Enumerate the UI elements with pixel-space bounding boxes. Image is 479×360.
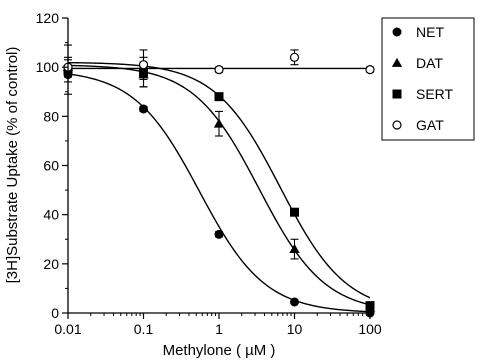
x-axis-title: Methylone ( µM ) [163, 342, 276, 359]
point-dat [289, 243, 300, 253]
x-tick-label: 100 [358, 321, 382, 337]
point-net [214, 229, 224, 239]
y-tick-label: 0 [51, 305, 59, 321]
data-points [62, 44, 376, 318]
legend-marker-dat [391, 57, 403, 67]
fit-curve-net [67, 73, 371, 313]
point-gat [138, 60, 149, 70]
fit-curve-dat [67, 64, 371, 306]
point-dat [213, 118, 225, 128]
y-axis-title: [3H]Substrate Uptake (% of control) [4, 47, 21, 284]
y-tick-label: 80 [43, 108, 59, 124]
legend-marker-gat [392, 120, 402, 130]
legend-box [381, 17, 475, 141]
y-tick-label: 20 [43, 256, 59, 272]
legend-label-sert: SERT [416, 86, 454, 102]
point-sert [214, 92, 224, 102]
point-gat [214, 65, 224, 75]
legend-label-net: NET [416, 24, 444, 40]
point-sert [290, 207, 299, 217]
legend-label-dat: DAT [416, 55, 443, 71]
point-net [139, 104, 148, 114]
x-tick-label: 0.1 [134, 321, 154, 337]
x-ticks: 0.01 0.1 1 10 100 [54, 313, 382, 337]
point-gat [365, 65, 375, 75]
x-tick-label: 10 [287, 321, 303, 337]
x-tick-label: 0.01 [54, 321, 81, 337]
point-sert [365, 301, 375, 311]
point-net [290, 297, 299, 307]
legend-label-gat: GAT [416, 117, 444, 133]
legend-marker-sert [392, 89, 402, 99]
y-tick-label: 120 [36, 10, 60, 26]
y-tick-label: 100 [36, 59, 60, 75]
legend-marker-net [392, 27, 402, 37]
axes [67, 18, 370, 314]
y-tick-label: 60 [43, 158, 59, 174]
y-ticks: 0 20 40 60 80 100 120 [36, 10, 68, 321]
legend: NET DAT SERT GAT [381, 17, 475, 141]
y-tick-label: 40 [43, 207, 59, 223]
x-tick-label: 1 [215, 321, 223, 337]
point-gat [289, 52, 300, 62]
